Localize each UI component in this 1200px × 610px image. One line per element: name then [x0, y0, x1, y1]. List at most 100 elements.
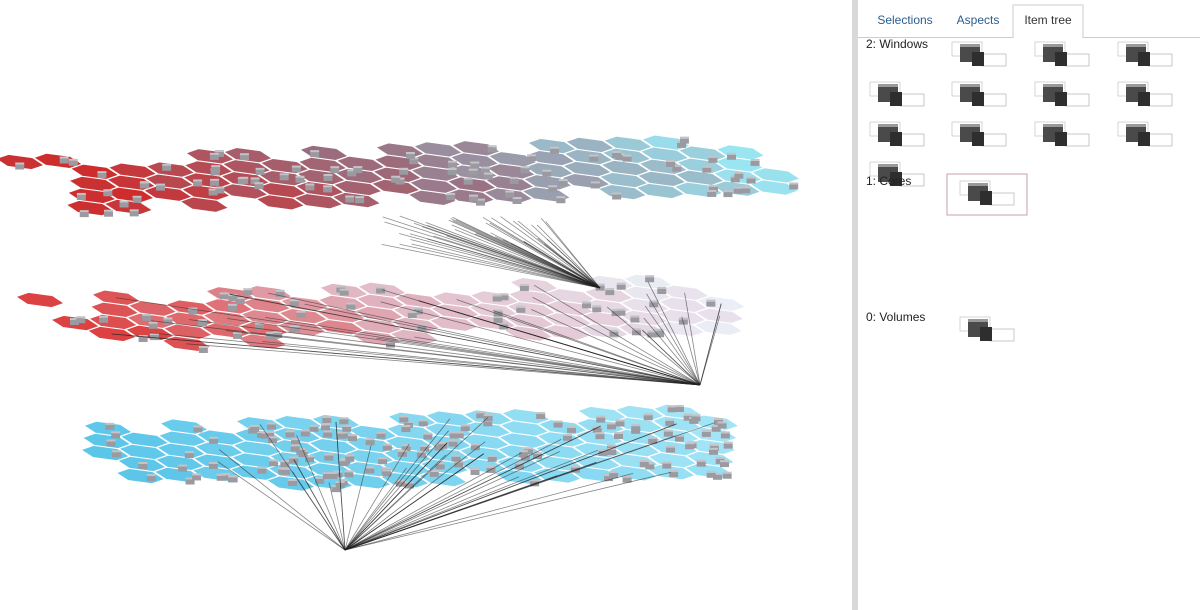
thumb-block [1055, 132, 1067, 146]
item-block [255, 169, 265, 175]
item-block-top [590, 181, 600, 184]
item-block [523, 449, 533, 455]
item-thumbnail[interactable] [1034, 41, 1090, 67]
tab-label[interactable]: Item tree [1024, 13, 1072, 27]
link [382, 216, 601, 289]
item-block [611, 311, 621, 317]
link-bundle [217, 417, 715, 551]
item-block [645, 277, 655, 283]
hex-cell [603, 135, 653, 152]
item-block [405, 483, 415, 489]
item-block-top [345, 195, 355, 198]
item-block-top [290, 438, 300, 441]
item-thumbnail[interactable] [959, 180, 1015, 206]
item-block [139, 183, 149, 189]
tab-label[interactable]: Selections [877, 13, 932, 27]
item-block [209, 154, 219, 160]
link [344, 418, 451, 551]
item-block [707, 191, 717, 197]
item-thumbnail[interactable] [951, 121, 1007, 147]
item-block-top [733, 186, 743, 189]
item-block-top [435, 462, 445, 465]
item-block [669, 472, 679, 478]
item-block [596, 417, 606, 423]
item-block [665, 420, 675, 426]
item-block-top [346, 302, 356, 305]
link [344, 471, 672, 551]
item-block-top [267, 436, 277, 439]
item-block [243, 290, 253, 296]
item-block-top [416, 450, 426, 453]
item-block [346, 304, 356, 310]
item-block [291, 167, 301, 173]
item-thumbnail[interactable] [951, 81, 1007, 107]
item-thumbnail[interactable] [959, 316, 1015, 342]
link [293, 459, 346, 551]
link [344, 453, 485, 551]
item-block-top [397, 449, 407, 452]
hex-cell [658, 296, 709, 313]
item-block [132, 197, 142, 203]
item-block [709, 449, 719, 455]
item-block-top [79, 210, 89, 213]
item-block-top [210, 178, 220, 181]
item-block [582, 303, 592, 309]
thumb-block-top [1043, 124, 1063, 127]
tab-label[interactable]: Aspects [957, 13, 1000, 27]
item-block [685, 444, 695, 450]
item-block-top [683, 413, 693, 416]
item-block [542, 171, 552, 177]
item-thumbnail[interactable] [951, 41, 1007, 67]
item-block-top [678, 317, 688, 320]
link [454, 229, 601, 289]
item-thumbnail[interactable] [869, 121, 925, 147]
item-block [59, 158, 69, 164]
item-block-top [289, 299, 299, 302]
item-block [746, 178, 756, 184]
link [259, 424, 346, 551]
item-block [281, 469, 291, 475]
item-block-top [382, 469, 392, 472]
hex-layer [15, 273, 747, 353]
splitter[interactable] [852, 0, 858, 610]
item-block-top [516, 305, 526, 308]
item-block [708, 186, 718, 192]
link [304, 303, 701, 386]
item-block-top [273, 330, 283, 333]
item-block [265, 432, 275, 438]
item-block-top [322, 415, 332, 418]
item-block-top [279, 173, 289, 176]
item-thumbnail[interactable] [869, 81, 925, 107]
item-block-top [289, 456, 299, 459]
item-block-top [76, 316, 86, 319]
level-label: 2: Windows [866, 37, 928, 51]
link [699, 303, 722, 386]
item-block-top [696, 459, 706, 462]
link [344, 425, 601, 551]
item-block-top [209, 436, 219, 439]
item-thumbnail[interactable] [1034, 121, 1090, 147]
item-block-top [105, 422, 115, 425]
item-thumbnail[interactable] [869, 161, 925, 187]
item-block-top [645, 462, 655, 465]
item-block [604, 476, 614, 482]
item-block-top [454, 431, 464, 434]
item-block [163, 319, 173, 325]
item-block-top [184, 451, 194, 454]
item-block-top [492, 294, 502, 297]
item-block [717, 423, 727, 429]
item-thumbnail[interactable] [1117, 121, 1173, 147]
item-block [666, 447, 676, 453]
item-block-top [702, 165, 712, 168]
item-block [347, 171, 357, 177]
item-block-top [285, 430, 295, 433]
item-thumbnail[interactable] [1117, 41, 1173, 67]
item-tree: 2: Windows 1: Cores 0: Volumes [866, 37, 1173, 342]
item-block-top [295, 175, 305, 178]
item-block [616, 310, 626, 316]
item-block-top [344, 470, 354, 473]
item-thumbnail[interactable] [1034, 81, 1090, 107]
item-thumbnail[interactable] [1117, 81, 1173, 107]
item-block-top [162, 163, 172, 166]
item-block-top [470, 161, 480, 164]
